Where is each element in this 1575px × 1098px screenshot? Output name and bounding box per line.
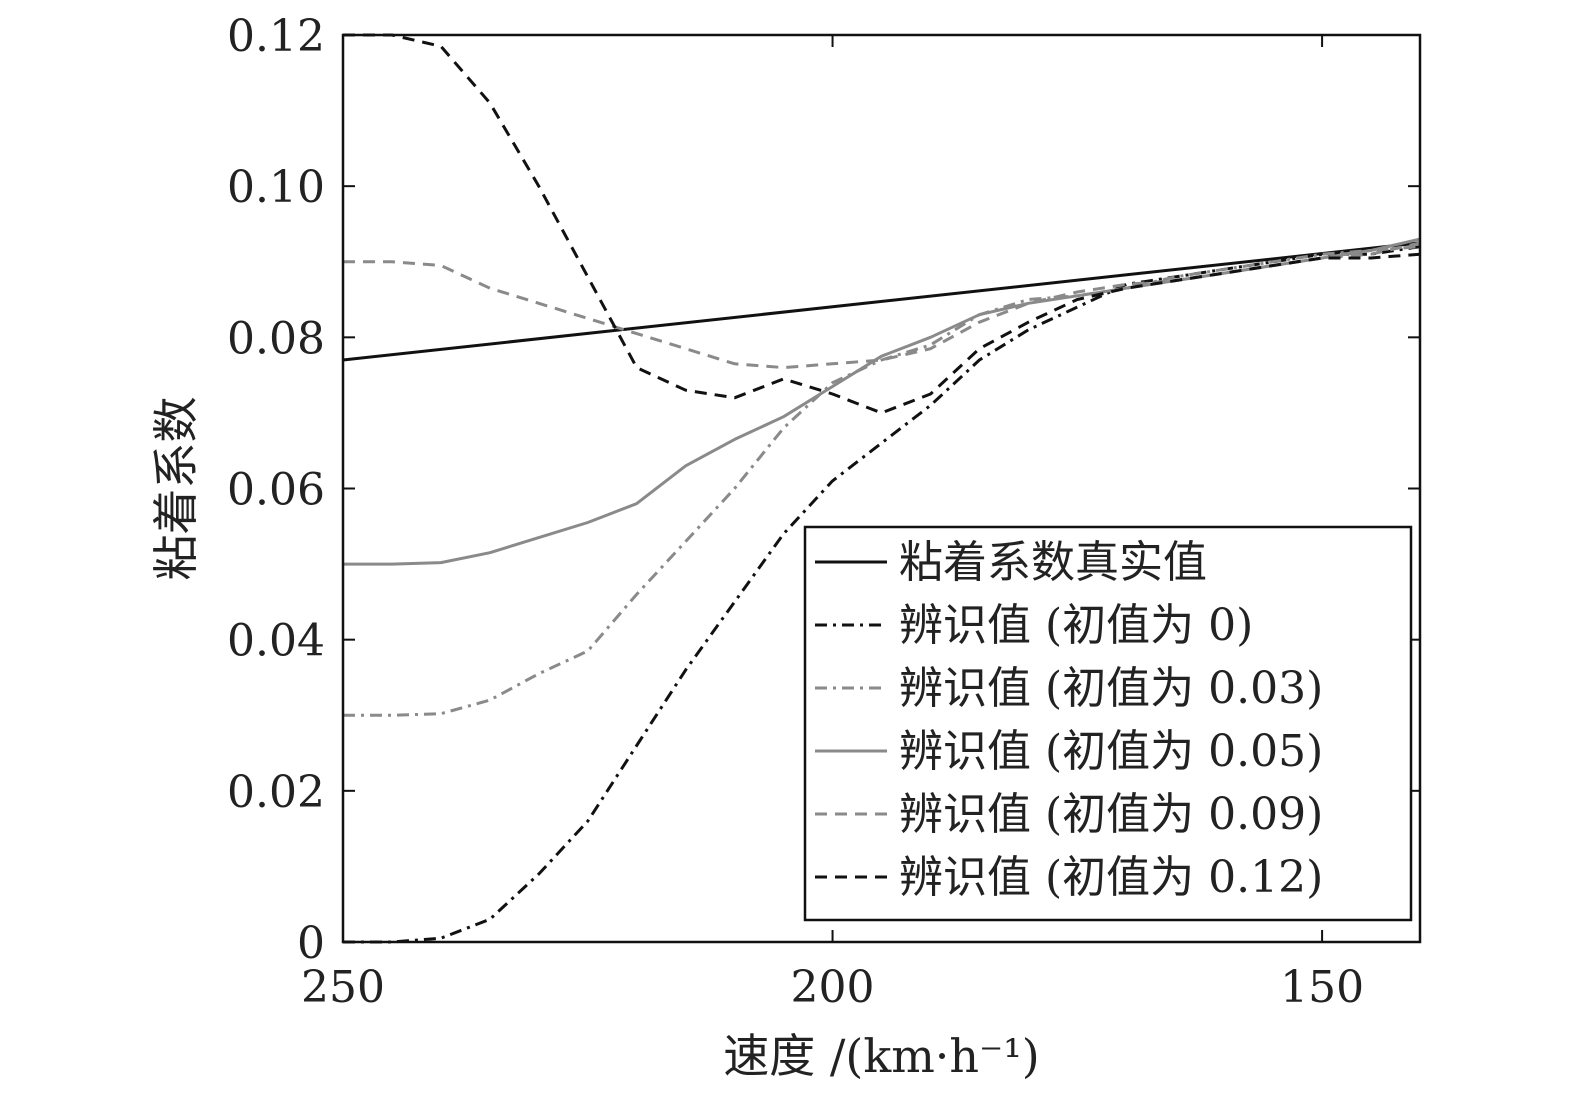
legend-label-2: 辨识值 (初值为 0.03) bbox=[899, 663, 1323, 714]
series-line-5 bbox=[343, 33, 1421, 415]
y-tick-label: 0.08 bbox=[227, 313, 325, 364]
x-axis-title: 速度 /(km·h⁻¹) bbox=[723, 1029, 1039, 1083]
y-axis-title: 粘着系数 bbox=[149, 397, 203, 581]
axis-ticks: 250 200 150 0 0.02 0.04 0.06 0.08 0.10 0.12 bbox=[227, 11, 1420, 1013]
y-tick-label: 0.12 bbox=[227, 11, 325, 62]
legend-label-1: 辨识值 (初值为 0) bbox=[899, 600, 1253, 651]
legend-label-0: 粘着系数真实值 bbox=[899, 537, 1207, 588]
series-line-1 bbox=[343, 245, 1421, 944]
x-tick-label: 250 bbox=[301, 962, 385, 1013]
y-tick-label: 0 bbox=[297, 918, 325, 969]
y-tick-label: 0.10 bbox=[227, 162, 325, 213]
x-tick-label: 150 bbox=[1280, 962, 1364, 1013]
legend-label-4: 辨识值 (初值为 0.09) bbox=[899, 789, 1323, 840]
series-line-2 bbox=[343, 245, 1421, 717]
y-tick-label: 0.06 bbox=[227, 465, 325, 516]
legend-box bbox=[803, 525, 1413, 922]
x-tick-label: 200 bbox=[791, 962, 875, 1013]
y-tick-label: 0.04 bbox=[227, 616, 325, 667]
plot-lines bbox=[342, 33, 1421, 944]
y-tick-label: 0.02 bbox=[227, 767, 325, 818]
legend-label-5: 辨识值 (初值为 0.12) bbox=[899, 852, 1323, 903]
legend-label-3: 辨识值 (初值为 0.05) bbox=[899, 726, 1323, 777]
series-line-0 bbox=[342, 241, 1421, 362]
